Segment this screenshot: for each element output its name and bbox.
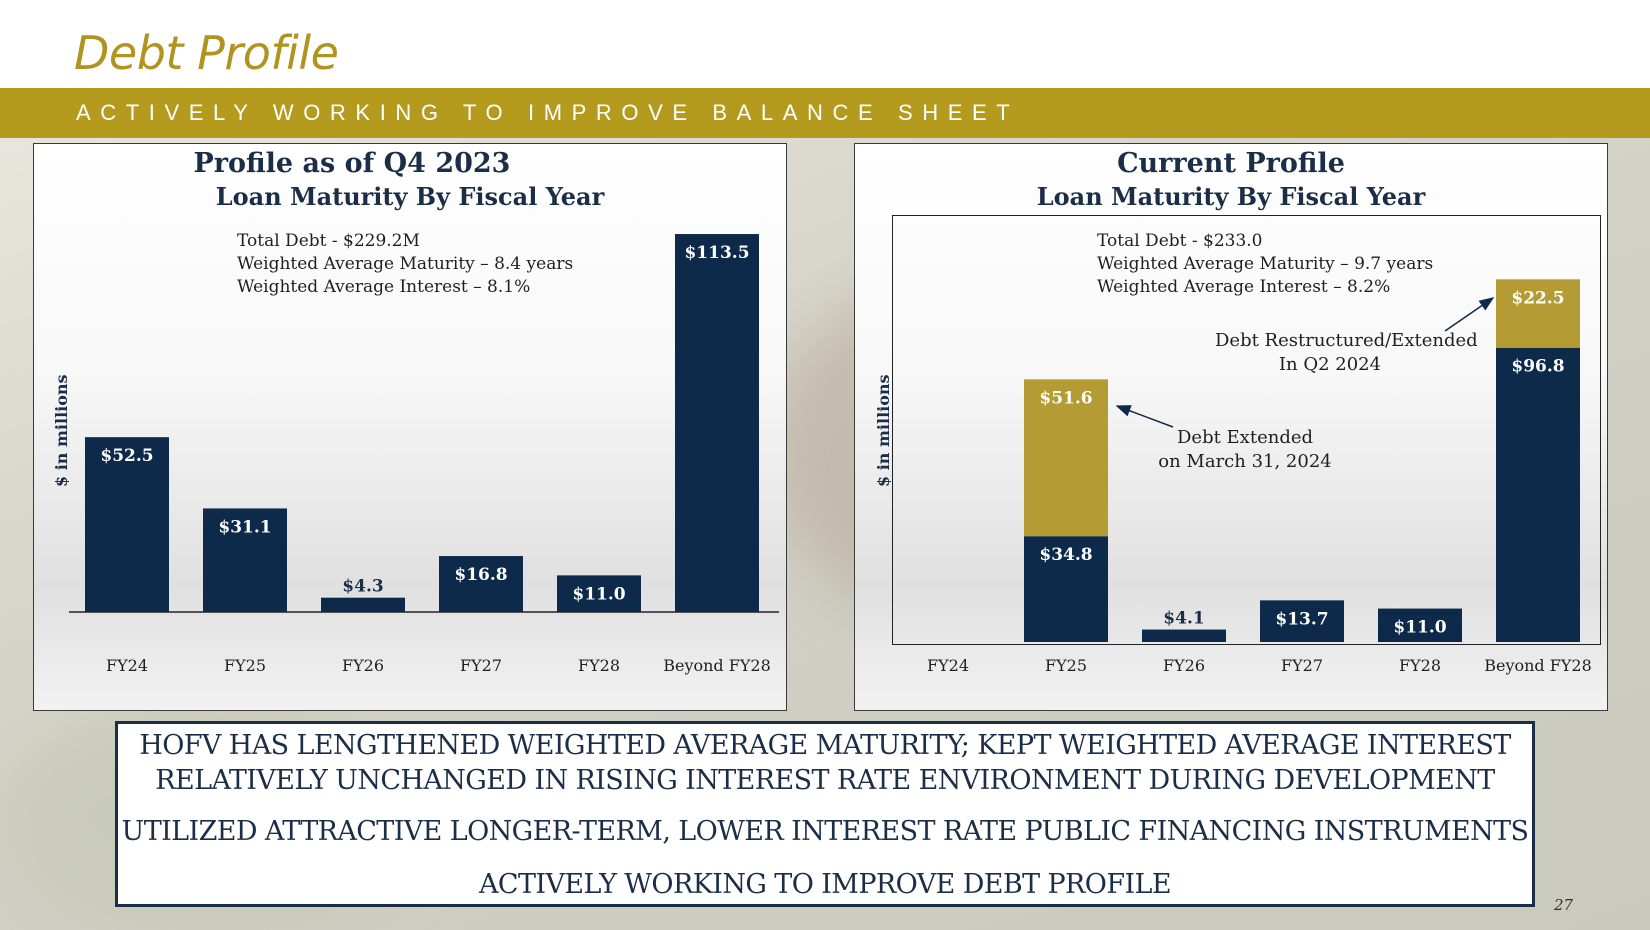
summary-line-2: RELATIVELY UNCHANGED IN RISING INTEREST …: [155, 765, 1495, 796]
right-bar-chart: FY24 $34.8 $51.6 FY25 $4.1 FY26 $13.7 FY27 $11.0…: [927, 279, 1592, 675]
extended-note: Debt Extended on March 31, 2024: [1135, 426, 1355, 474]
left-weighted-maturity: Weighted Average Maturity – 8.4 years: [237, 254, 574, 274]
extended-note-line1: Debt Extended: [1176, 427, 1314, 448]
left-bar-label: $31.1: [218, 517, 271, 537]
right-bar-FY27-base: [1260, 600, 1344, 642]
left-bar-label: $16.8: [454, 565, 507, 585]
left-weighted-interest: Weighted Average Interest – 8.1%: [237, 277, 531, 297]
right-total-debt: Total Debt - $233.0: [1097, 231, 1263, 251]
right-bar-label: $96.8: [1511, 357, 1564, 377]
left-bar-Beyond FY28: [675, 234, 759, 613]
right-stats: Total Debt - $233.0 Weighted Average Mat…: [1097, 230, 1433, 299]
subtitle-bar: ACTIVELY WORKING TO IMPROVE BALANCE SHEE…: [0, 88, 1650, 138]
left-bar-FY24: [85, 437, 169, 612]
page-number: 27: [1554, 896, 1574, 914]
summary-box: HOFV HAS LENGTHENED WEIGHTED AVERAGE MAT…: [115, 721, 1535, 907]
left-bar-FY26: [321, 597, 405, 612]
summary-line-1: HOFV HAS LENGTHENED WEIGHTED AVERAGE MAT…: [139, 730, 1511, 761]
right-bar-FY25-base: [1024, 536, 1108, 642]
left-x-tick-label: FY25: [224, 656, 266, 675]
right-panel-title: Current Profile: [1117, 148, 1345, 179]
left-chart-panel: Profile as of Q4 2023 Loan Maturity By F…: [33, 143, 787, 711]
right-bar-label: $13.7: [1275, 609, 1328, 629]
left-x-tick-label: FY28: [578, 656, 620, 675]
right-bar-label: $11.0: [1393, 618, 1446, 638]
right-x-tick-label: FY25: [1045, 656, 1087, 675]
right-x-tick-label: FY28: [1399, 656, 1441, 675]
right-x-tick-label: Beyond FY28: [1484, 656, 1592, 675]
left-x-tick-label: FY27: [460, 656, 502, 675]
right-bar-FY26-base: [1142, 629, 1226, 642]
right-x-tick-label: FY26: [1163, 656, 1205, 675]
extended-note-line2: on March 31, 2024: [1158, 451, 1332, 472]
left-bar-label: $113.5: [684, 243, 749, 263]
left-x-tick-label: FY24: [106, 656, 148, 675]
left-bar-label: $4.3: [342, 577, 383, 597]
restructured-note: Debt Restructured/Extended In Q2 2024: [1215, 329, 1478, 377]
left-bar-label: $11.0: [572, 584, 625, 604]
left-bar-FY27: [439, 556, 523, 612]
left-stats: Total Debt - $229.2M Weighted Average Ma…: [237, 230, 573, 299]
right-bar-label: $22.5: [1511, 288, 1564, 308]
right-bar-FY25-extended: [1024, 379, 1108, 537]
extended-arrow: [1115, 405, 1174, 428]
left-x-tick-label: FY26: [342, 656, 384, 675]
left-bar-label: $52.5: [100, 446, 153, 466]
left-total-debt: Total Debt - $229.2M: [237, 231, 420, 251]
page-title: Debt Profile: [74, 26, 339, 80]
left-bar-FY28: [557, 575, 641, 612]
right-bar-FY28-base: [1378, 608, 1462, 642]
right-chart-panel: Current Profile Loan Maturity By Fiscal …: [854, 143, 1608, 711]
left-x-tick-label: Beyond FY28: [663, 656, 771, 675]
summary-line-4: ACTIVELY WORKING TO IMPROVE DEBT PROFILE: [479, 869, 1172, 900]
summary-line-3: UTILIZED ATTRACTIVE LONGER-TERM, LOWER I…: [121, 816, 1530, 847]
right-plot-frame: [892, 215, 1601, 645]
right-panel-subtitle: Loan Maturity By Fiscal Year: [1036, 182, 1426, 211]
right-bar-label: $51.6: [1039, 388, 1092, 408]
page-subtitle: ACTIVELY WORKING TO IMPROVE BALANCE SHEE…: [76, 100, 1020, 125]
right-x-tick-label: FY27: [1281, 656, 1323, 675]
right-x-tick-label: FY24: [927, 656, 969, 675]
restructured-note-line1: Debt Restructured/Extended: [1215, 330, 1478, 351]
right-weighted-maturity: Weighted Average Maturity – 9.7 years: [1097, 254, 1434, 274]
right-bar-Beyond FY28-base: [1496, 347, 1580, 642]
right-bar-Beyond FY28-extended: [1496, 279, 1580, 348]
right-bar-label: $34.8: [1039, 545, 1092, 565]
title-band: Debt Profile: [0, 0, 1650, 88]
left-panel-title: Profile as of Q4 2023: [193, 148, 511, 179]
left-panel-subtitle: Loan Maturity By Fiscal Year: [215, 182, 605, 211]
left-bar-chart: $52.5 FY24 $31.1 FY25 $4.3 FY26 $16.8 FY27 $11.0…: [69, 234, 779, 675]
right-bar-label: $4.1: [1163, 609, 1204, 629]
right-weighted-interest: Weighted Average Interest – 8.2%: [1097, 277, 1391, 297]
left-bar-FY25: [203, 508, 287, 612]
restructured-note-line2: In Q2 2024: [1278, 354, 1382, 375]
restructured-arrow: [1444, 297, 1495, 332]
